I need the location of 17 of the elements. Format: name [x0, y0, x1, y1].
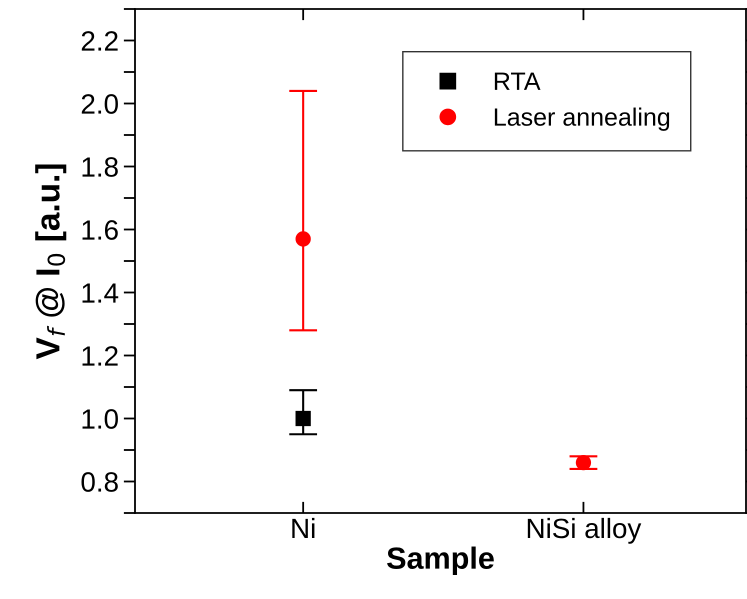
y-tick-label: 0.8 [82, 472, 118, 492]
legend-label: RTA [494, 72, 540, 90]
x-axis-title: Sample [387, 546, 494, 576]
y-tick-label: 2.0 [82, 94, 118, 114]
point [296, 231, 311, 247]
legend-label: Laser annealing [494, 108, 670, 131]
y-tick-label: 1.0 [82, 409, 118, 429]
x-tick-label: NiSi alloy [528, 518, 642, 544]
y-tick-label: 1.6 [82, 220, 118, 240]
x-tick-label: Ni [292, 518, 314, 538]
y-tick-label: 1.4 [82, 283, 118, 303]
y-tick-label: 2.2 [82, 31, 118, 51]
point [576, 454, 592, 470]
y-tick-label: 1.8 [82, 157, 118, 177]
point [296, 410, 311, 426]
y-tick-label: 1.2 [82, 346, 118, 366]
y-axis-title: V$_{f}$ @ I$_{0}$ [a.u.] [35, 164, 66, 360]
